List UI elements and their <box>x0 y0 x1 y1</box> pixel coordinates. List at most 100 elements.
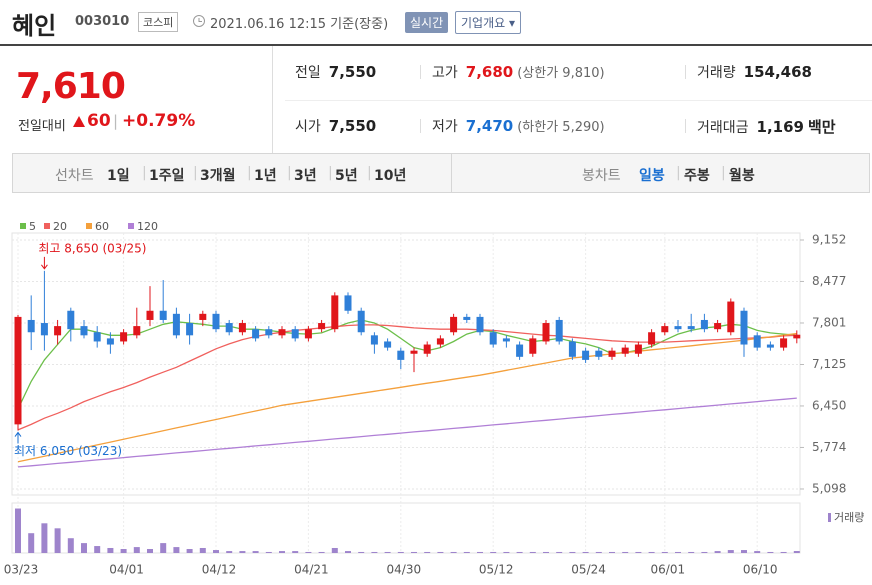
separator: | <box>113 112 119 130</box>
volume-bar <box>147 549 153 553</box>
divider <box>685 65 686 79</box>
volume-bar <box>331 547 338 553</box>
x-tick-label: 05/12 <box>479 563 514 577</box>
period-tab[interactable]: 5년 <box>335 168 358 184</box>
realtime-button[interactable]: 실시간 <box>405 12 449 33</box>
volume-bar <box>15 508 21 553</box>
separator: | <box>721 165 726 181</box>
separator: | <box>287 165 292 181</box>
candle-body <box>225 323 233 333</box>
candle-body <box>529 338 537 354</box>
legend-label: 60 <box>95 220 109 233</box>
candle-body <box>727 301 735 333</box>
stat-value: 154,468 <box>743 63 812 81</box>
divider <box>451 154 452 192</box>
divider <box>285 100 872 101</box>
low-label: 최저 6,050 (03/23) <box>14 444 122 458</box>
volume-bar <box>239 551 246 553</box>
candle-body <box>172 313 180 336</box>
stat: 거래대금 1,169 백만 <box>697 116 836 137</box>
volume-bar <box>173 547 180 553</box>
y-tick-label: 9,152 <box>812 233 846 247</box>
y-tick-label: 6,450 <box>812 398 846 412</box>
candle-body <box>54 326 62 336</box>
volume-bar <box>463 551 470 553</box>
candle-body <box>568 341 576 357</box>
stat: 전일 7,550 <box>295 62 376 82</box>
stat: 저가 7,470 (하한가 5,290) <box>432 116 605 136</box>
volume-bar <box>199 547 206 553</box>
stat-value: 7,680 <box>465 63 514 81</box>
candle-body <box>304 329 312 339</box>
volume-bar <box>437 551 444 553</box>
candle-body <box>502 338 510 342</box>
candle-tab[interactable]: 주봉 <box>684 168 710 184</box>
stock-name: 혜인 <box>12 12 57 40</box>
stat-label: 저가 <box>432 119 458 135</box>
volume-bar <box>252 551 259 553</box>
stat: 시가 7,550 <box>295 116 376 136</box>
separator: | <box>193 165 198 181</box>
up-arrow <box>73 116 85 127</box>
candle-body <box>634 344 642 354</box>
candle-body <box>80 326 88 336</box>
candle-body <box>146 310 154 320</box>
candle-body <box>252 329 260 339</box>
ma-line <box>17 324 797 431</box>
y-tick-label: 7,801 <box>812 315 846 329</box>
period-tab[interactable]: 1년 <box>254 168 277 184</box>
candle-tab[interactable]: 월봉 <box>729 168 755 184</box>
volume-bar <box>120 549 127 553</box>
period-tab[interactable]: 3개월 <box>200 168 236 184</box>
volume-bar <box>516 551 523 553</box>
period-tab[interactable]: 1일 <box>107 168 130 184</box>
volume-bar <box>714 551 721 553</box>
candle-body <box>384 341 392 348</box>
period-tab[interactable]: 1주일 <box>149 168 185 184</box>
volume-bar <box>133 547 140 553</box>
candle-body <box>106 338 114 345</box>
volume-bar <box>622 551 629 553</box>
volume-bar <box>767 551 774 553</box>
volume-bar <box>688 551 695 553</box>
candle-body <box>357 310 365 333</box>
divider <box>420 65 421 79</box>
x-tick-label: 04/21 <box>294 563 329 577</box>
candle-body <box>265 329 273 336</box>
candle-body <box>423 344 431 354</box>
volume-bar <box>595 551 602 553</box>
legend-label: 120 <box>137 220 158 233</box>
volume-bar <box>397 551 404 553</box>
volume-bar <box>490 551 497 553</box>
volume-bar <box>160 543 167 553</box>
company-button[interactable]: 기업개요 ▾ <box>455 11 522 34</box>
volume-legend-label: 거래량 <box>834 511 864 524</box>
candle-body <box>238 323 246 333</box>
x-tick-label: 04/01 <box>109 563 144 577</box>
stat-label: 전일 <box>295 65 321 81</box>
stat-label: 고가 <box>432 65 458 81</box>
volume-bar <box>54 528 61 553</box>
stat-value: 7,470 <box>465 117 514 135</box>
period-tab[interactable]: 10년 <box>374 168 407 184</box>
stock-code: 003010 <box>75 14 130 29</box>
volume-bar <box>450 551 457 553</box>
change-amount: 60 <box>87 111 111 131</box>
x-tick-label: 03/23 <box>4 563 39 577</box>
candle-tab[interactable]: 일봉 <box>639 168 665 184</box>
candle-body <box>542 323 550 342</box>
candle-body <box>489 332 497 345</box>
volume-bar <box>94 546 101 553</box>
volume-bar <box>609 551 615 553</box>
volume-bar <box>727 550 734 553</box>
volume-bar <box>411 551 417 553</box>
stat-value: 1,169 <box>756 118 804 136</box>
candle-body <box>436 338 444 345</box>
volume-bar <box>661 551 668 553</box>
volume-bar <box>648 551 655 553</box>
period-tab[interactable]: 3년 <box>294 168 317 184</box>
x-tick-label: 04/30 <box>387 563 422 577</box>
volume-bar <box>186 549 193 553</box>
stat-note: (하한가 5,290) <box>517 120 605 135</box>
candle-body <box>93 332 101 342</box>
